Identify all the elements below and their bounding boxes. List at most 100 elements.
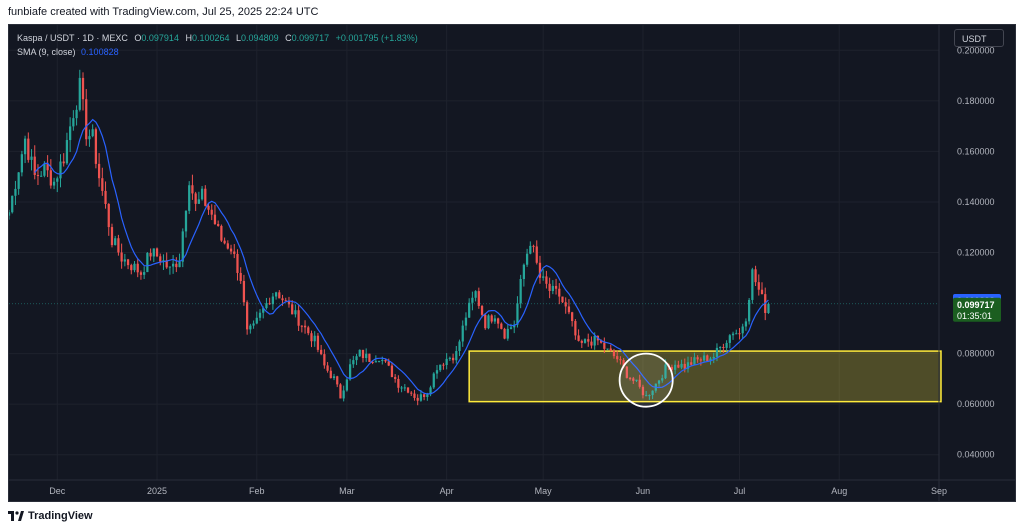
candle-body: [612, 350, 616, 357]
candle-body: [422, 394, 426, 397]
candle-body: [133, 263, 136, 271]
candle-body: [625, 366, 628, 378]
candle-body: [27, 138, 30, 160]
candle-body: [130, 265, 133, 271]
candle-body: [246, 302, 249, 330]
candle-body: [255, 317, 258, 324]
candle-body: [699, 359, 702, 361]
candle-body: [490, 315, 493, 322]
symbol-title[interactable]: Kaspa / USDT · 1D · MEXC: [17, 33, 128, 43]
chart-legend: Kaspa / USDT · 1D · MEXC O0.097914 H0.10…: [17, 31, 418, 59]
candle-body: [284, 300, 287, 302]
candle-body: [706, 355, 709, 362]
candle-body: [365, 353, 368, 359]
sma-value: 0.100828: [81, 47, 119, 57]
candle-body: [287, 300, 291, 305]
candle-body: [673, 364, 677, 370]
candle-body: [442, 364, 445, 366]
candle-body: [638, 379, 641, 387]
candle-body: [529, 245, 532, 254]
candle-body: [114, 238, 117, 246]
candle-body: [500, 323, 503, 329]
candle-body: [712, 356, 715, 359]
candle-body: [696, 357, 699, 360]
candle-body: [88, 136, 91, 140]
y-tick-label: 0.180000: [957, 96, 995, 106]
candle-body: [194, 193, 197, 204]
y-tick-label: 0.040000: [957, 450, 995, 460]
candle-body: [97, 163, 101, 179]
candle-body: [435, 370, 439, 374]
candle-body: [320, 349, 323, 355]
candle-body: [690, 362, 693, 365]
candle-body: [355, 356, 358, 361]
candle-body: [754, 269, 757, 283]
candle-body: [567, 306, 571, 313]
currency-button[interactable]: USDT: [954, 29, 1004, 47]
candle-body: [471, 297, 474, 303]
candle-body: [403, 387, 406, 389]
candle-body: [258, 312, 262, 318]
x-tick-label: Dec: [49, 486, 66, 496]
candle-body: [451, 357, 455, 361]
candle-body: [69, 126, 72, 141]
candle-body: [532, 245, 535, 247]
candle-body: [394, 377, 397, 379]
candle-body: [204, 188, 207, 206]
highlight-layer: [618, 352, 674, 408]
candle-body: [455, 351, 458, 361]
candle-body: [200, 188, 204, 200]
sma-layer: [34, 118, 769, 395]
candle-body: [336, 376, 339, 385]
candle-body: [509, 327, 513, 329]
candle-body: [583, 339, 587, 343]
candle-body: [400, 387, 403, 389]
candle-body: [104, 190, 107, 205]
candle-body: [268, 303, 271, 305]
candle-body: [574, 321, 577, 336]
price-chart[interactable]: 0.200000 0.180000 0.160000 0.140000 0.120000…: [9, 25, 1015, 501]
candle-body: [223, 240, 226, 244]
candle-body: [735, 333, 738, 335]
candle-body: [751, 269, 754, 300]
x-tick-label: Feb: [249, 486, 265, 496]
candle-body: [123, 259, 126, 262]
candle-body: [493, 318, 497, 322]
candle-body: [670, 366, 674, 370]
candle-body: [426, 394, 429, 397]
candle-body: [545, 276, 548, 284]
candle-body: [680, 363, 683, 368]
candle-body: [149, 252, 152, 257]
candle-body: [217, 224, 220, 226]
creator-text: funbiafe created with TradingView.com, J…: [8, 6, 319, 18]
candle-body: [387, 361, 390, 366]
candle-body: [262, 308, 265, 313]
candle-body: [281, 298, 284, 301]
axes: 0.200000 0.180000 0.160000 0.140000 0.120000…: [9, 25, 1015, 501]
candle-body: [46, 163, 49, 171]
candle-body: [641, 386, 645, 396]
candle-body: [593, 335, 596, 346]
y-tick-label: 0.080000: [957, 349, 995, 359]
candle-body: [577, 335, 580, 341]
candle-body: [506, 328, 509, 339]
candle-body: [468, 302, 471, 318]
candle-body: [516, 303, 519, 325]
candle-body: [352, 360, 355, 365]
candle-body: [599, 340, 603, 343]
low-value: 0.094809: [241, 33, 279, 43]
sma-row[interactable]: SMA (9, close) 0.100828: [17, 45, 418, 59]
candle-body: [252, 323, 255, 326]
chart-area[interactable]: 0.200000 0.180000 0.160000 0.140000 0.120000…: [8, 24, 1016, 502]
candle-body: [429, 387, 432, 395]
candle-body: [236, 253, 239, 273]
candle-body: [406, 387, 410, 393]
x-tick-label: Aug: [831, 486, 847, 496]
high-value: 0.100264: [191, 33, 230, 43]
candle-body: [9, 212, 11, 216]
candle-body: [233, 251, 236, 254]
candle-body: [184, 210, 188, 232]
candle-body: [648, 395, 651, 397]
x-tick-label: Sep: [931, 486, 947, 496]
candle-body: [17, 172, 20, 189]
